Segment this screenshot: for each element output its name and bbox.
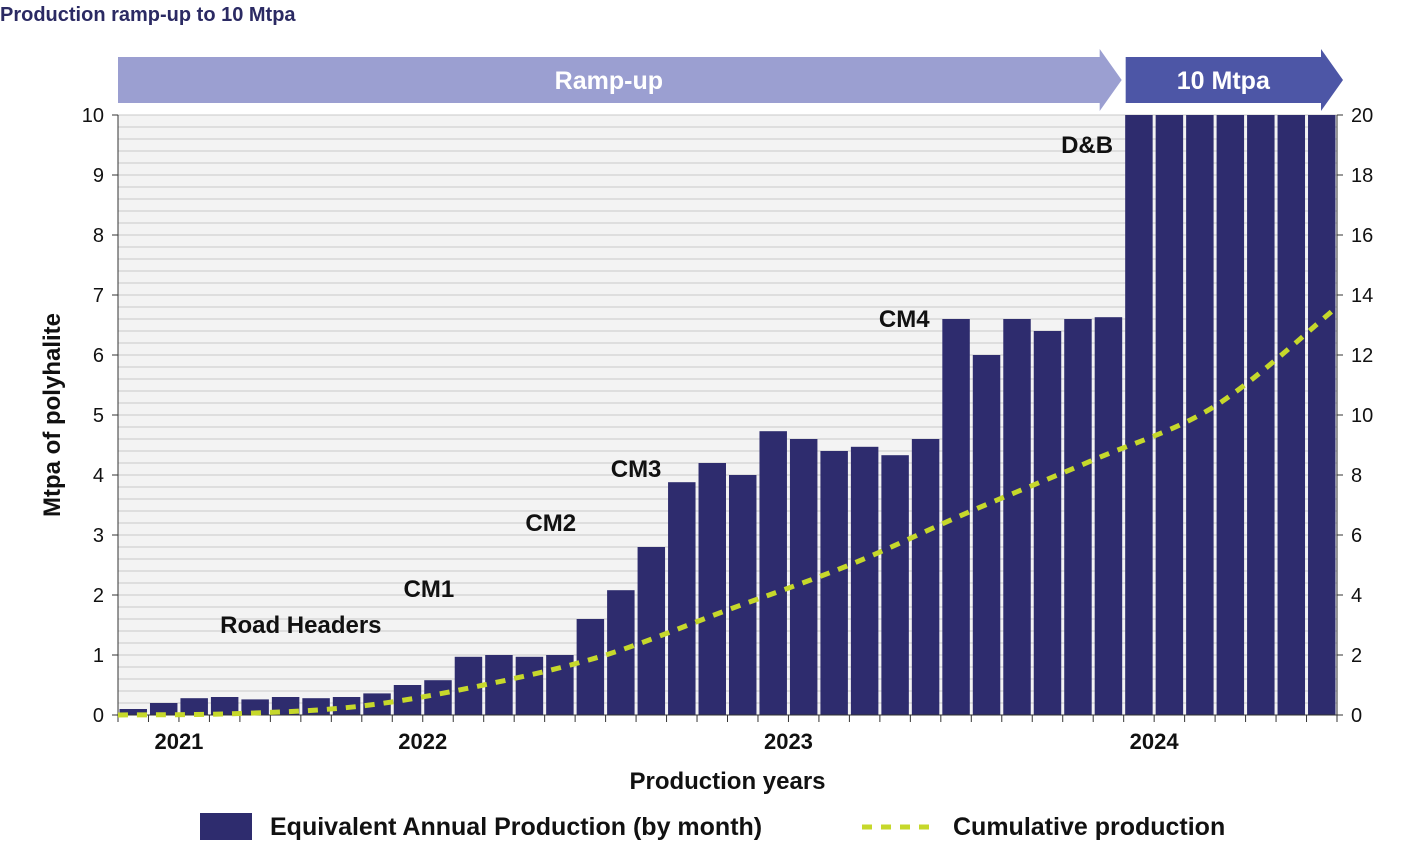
bar xyxy=(1155,115,1184,715)
bar xyxy=(1186,115,1214,715)
y2-tick-label: 18 xyxy=(1351,165,1373,187)
bar xyxy=(759,431,787,715)
bar xyxy=(972,355,1001,715)
y-tick-label: 9 xyxy=(93,165,104,187)
year-label: 2021 xyxy=(154,729,203,754)
legend-label-line: Cumulative production xyxy=(953,813,1225,841)
bar xyxy=(1094,317,1123,715)
legend: Equivalent Annual Production (by month) C… xyxy=(200,813,1225,841)
bar xyxy=(241,699,269,715)
y2-tick-label: 8 xyxy=(1351,465,1362,487)
bar xyxy=(1308,115,1336,715)
annotation: D&B xyxy=(1061,132,1113,159)
page-title: Production ramp-up to 10 Mtpa xyxy=(0,4,296,26)
legend-swatch-bars xyxy=(200,813,252,840)
bar xyxy=(363,693,391,715)
cumulative-line xyxy=(117,305,1339,718)
y-axis-title: Mtpa of polyhalite xyxy=(39,313,66,517)
bar xyxy=(698,463,726,715)
annotation: Road Headers xyxy=(220,612,381,639)
bar xyxy=(729,475,757,715)
y-tick-label: 0 xyxy=(93,705,104,727)
bar xyxy=(850,446,879,715)
cumulative-line-path xyxy=(117,305,1339,718)
y-tick-label: 10 xyxy=(82,105,104,127)
bar xyxy=(1064,319,1092,715)
y2-tick-label: 16 xyxy=(1351,225,1373,247)
y-tick-label: 2 xyxy=(93,585,104,607)
phase-banner-label: 10 Mtpa xyxy=(1177,67,1271,95)
y2-tick-label: 4 xyxy=(1351,585,1362,607)
y-tick-label: 8 xyxy=(93,225,104,247)
y-tick-label: 7 xyxy=(93,285,104,307)
y-tick-label: 3 xyxy=(93,525,104,547)
y2-tick-label: 6 xyxy=(1351,525,1362,547)
bar xyxy=(1277,115,1306,715)
y2-tick-label: 0 xyxy=(1351,705,1362,727)
year-label: 2023 xyxy=(764,729,813,754)
y2-tick-label: 12 xyxy=(1351,345,1373,367)
y-tick-label: 1 xyxy=(93,645,104,667)
annotation: CM4 xyxy=(879,306,930,333)
bar xyxy=(576,619,605,715)
annotation: CM2 xyxy=(525,510,576,537)
bar xyxy=(881,455,909,715)
bar xyxy=(515,656,544,715)
x-axis-title: Production years xyxy=(629,768,825,795)
y2-tick-label: 20 xyxy=(1351,105,1373,127)
annotation: CM3 xyxy=(611,456,662,483)
y2-tick-label: 14 xyxy=(1351,285,1373,307)
bar xyxy=(1216,115,1245,715)
y-tick-label: 5 xyxy=(93,405,104,427)
annotation: CM1 xyxy=(404,576,455,603)
bar xyxy=(485,655,513,715)
y2-tick-label: 2 xyxy=(1351,645,1362,667)
year-label: 2022 xyxy=(398,729,447,754)
phase-banners: Ramp-up 10 Mtpa xyxy=(118,49,1343,111)
phase-banner xyxy=(118,49,1122,111)
phase-banner xyxy=(1125,49,1343,111)
bars xyxy=(119,115,1336,715)
bar xyxy=(911,439,940,715)
bar xyxy=(942,319,970,715)
bar xyxy=(546,655,574,715)
bar xyxy=(637,547,666,715)
bar xyxy=(180,698,208,715)
phase-banner-label: Ramp-up xyxy=(555,67,663,95)
bar xyxy=(1033,331,1062,715)
legend-label-bars: Equivalent Annual Production (by month) xyxy=(270,813,762,841)
bar xyxy=(119,709,147,715)
y-tick-label: 6 xyxy=(93,345,104,367)
bar xyxy=(1247,115,1275,715)
bar xyxy=(820,451,848,715)
y2-tick-label: 10 xyxy=(1351,405,1373,427)
bar xyxy=(668,482,696,715)
bar xyxy=(1003,319,1031,715)
bar xyxy=(1125,115,1153,715)
bar xyxy=(210,697,239,715)
labels: Road Headers CM1 CM2 CM3 CM4 D&B xyxy=(220,132,1113,639)
bar xyxy=(789,439,818,715)
bar xyxy=(149,703,178,715)
year-label: 2024 xyxy=(1130,729,1180,754)
y-tick-label: 4 xyxy=(93,465,104,487)
